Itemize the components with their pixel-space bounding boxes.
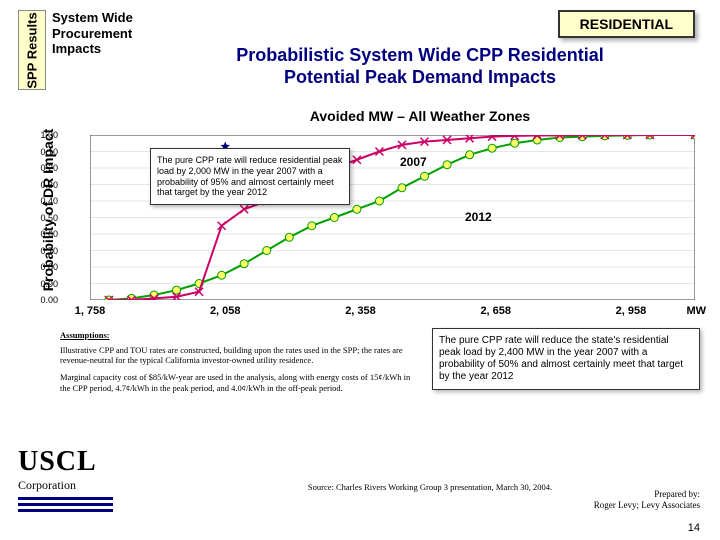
source-citation: Source: Charles Rivers Working Group 3 p… [200, 482, 660, 492]
y-tick: 0.40 [40, 196, 58, 206]
uscl-corp: Corporation [18, 478, 113, 493]
uscl-lines-icon [18, 497, 113, 512]
y-tick: 0.60 [40, 229, 58, 239]
x-tick: 1, 758 [75, 305, 106, 317]
spp-tab-label: SPP Results [25, 12, 40, 88]
page-number: 14 [688, 522, 700, 534]
page-title: Probabilistic System Wide CPP Residentia… [160, 45, 680, 88]
series-label-2007: 2007 [400, 155, 427, 169]
uscl-logo: USCL Corporation [18, 446, 113, 515]
y-tick: 0.20 [40, 163, 58, 173]
x-tick: 2, 358 [345, 305, 376, 317]
y-tick: 0.70 [40, 246, 58, 256]
y-tick: 0.30 [40, 180, 58, 190]
y-tick: 0.10 [40, 147, 58, 157]
assumptions-heading: Assumptions: [60, 330, 420, 341]
y-tick: 0.50 [40, 213, 58, 223]
y-tick: 0.90 [40, 279, 58, 289]
assumptions-block: Assumptions: Illustrative CPP and TOU ra… [60, 330, 420, 399]
y-tick: 1.00 [40, 130, 58, 140]
chart-subtitle: Avoided MW – All Weather Zones [160, 108, 680, 124]
spp-results-tab: SPP Results [18, 10, 46, 90]
x-tick: 2, 658 [480, 305, 511, 317]
callout-2007: The pure CPP rate will reduce residentia… [150, 148, 350, 205]
x-axis-unit: MW [686, 305, 706, 317]
assumption-1: Illustrative CPP and TOU rates are const… [60, 345, 420, 366]
x-tick: 2, 958 [616, 305, 647, 317]
uscl-text: USCL [18, 446, 113, 478]
prepared-by: Prepared by: Roger Levy; Levy Associates [594, 489, 700, 512]
callout-2012: The pure CPP rate will reduce the state'… [432, 328, 700, 390]
series-label-2012: 2012 [465, 210, 492, 224]
y-tick: 0.00 [40, 295, 58, 305]
assumption-2: Marginal capacity cost of $85/kW-year ar… [60, 372, 420, 393]
x-tick: 2, 058 [210, 305, 241, 317]
procurement-label: System Wide Procurement Impacts [52, 10, 133, 57]
residential-badge: RESIDENTIAL [558, 10, 695, 38]
y-tick: 0.80 [40, 262, 58, 272]
